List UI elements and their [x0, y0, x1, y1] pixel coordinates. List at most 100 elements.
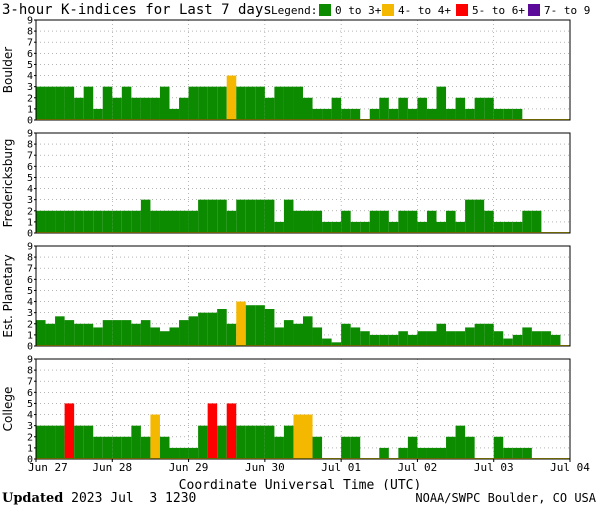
y-tick-label: 3 — [27, 82, 33, 93]
bar — [426, 210, 437, 233]
bar — [484, 323, 494, 346]
bar — [331, 97, 342, 120]
bar — [140, 199, 151, 233]
bar — [45, 86, 56, 120]
y-tick-label: 2 — [27, 319, 33, 330]
y-tick-label: 9 — [27, 242, 33, 253]
bar — [45, 425, 56, 459]
legend-swatch — [382, 4, 394, 16]
bar — [93, 327, 103, 346]
bar — [531, 210, 542, 233]
bar — [503, 108, 513, 120]
chart-title: 3-hour K-indices for Last 7 days — [2, 2, 272, 18]
legend-item-label: 7- to 9 — [544, 4, 590, 17]
bar — [159, 86, 170, 120]
y-tick-label: 9 — [27, 16, 33, 27]
legend-swatch — [456, 4, 468, 16]
y-tick-label: 9 — [27, 355, 33, 366]
bar — [407, 108, 418, 120]
bar — [388, 108, 399, 120]
bar — [140, 97, 151, 120]
bar — [55, 316, 65, 346]
bar — [369, 210, 380, 233]
bar — [140, 436, 151, 459]
y-tick-label: 1 — [27, 217, 33, 228]
bar — [550, 334, 561, 346]
y-tick-label: 2 — [27, 93, 33, 104]
x-axis-title: Coordinate Universal Time (UTC) — [179, 478, 422, 490]
bar — [388, 221, 399, 233]
bar — [274, 221, 284, 233]
bar — [245, 425, 256, 459]
bar — [360, 331, 370, 346]
x-tick-label: Jul 02 — [398, 461, 438, 474]
y-tick-label: 2 — [27, 206, 33, 217]
bar — [112, 97, 122, 120]
y-tick-label: 4 — [27, 297, 33, 308]
bar — [245, 305, 256, 346]
y-tick-label: 8 — [27, 253, 33, 264]
bar — [74, 97, 84, 120]
bar — [417, 331, 427, 346]
bar — [369, 108, 380, 120]
bar — [379, 97, 389, 120]
bar — [331, 221, 342, 233]
y-tick-label: 0 — [27, 116, 33, 127]
bar — [484, 97, 494, 120]
y-tick-label: 0 — [27, 455, 33, 466]
bar — [350, 327, 361, 346]
bar — [188, 86, 199, 120]
bar — [36, 425, 46, 459]
panel-label: Est. Planetary — [1, 254, 15, 337]
bar — [303, 316, 313, 346]
y-tick-label: 7 — [27, 38, 33, 49]
bar — [102, 320, 113, 346]
panel-label: Fredericksburg — [1, 139, 15, 228]
y-tick-label: 1 — [27, 443, 33, 454]
panels: 0123456789Boulder0123456789Fredericksbur… — [1, 16, 571, 466]
panel-label: College — [1, 387, 15, 432]
y-tick-label: 3 — [27, 195, 33, 206]
bar — [264, 97, 275, 120]
bar — [503, 447, 513, 459]
bar — [159, 436, 170, 459]
bar — [407, 334, 418, 346]
bar — [55, 86, 65, 120]
bar — [159, 331, 170, 346]
bar — [207, 403, 218, 459]
bar — [45, 323, 56, 346]
bar — [283, 199, 294, 233]
bar — [465, 436, 475, 459]
bar — [74, 323, 84, 346]
x-tick-label: Jul 01 — [321, 461, 361, 474]
x-tick-label: Jul 03 — [474, 461, 514, 474]
k-index-chart: 3-hour K-indices for Last 7 days Legend:… — [1, 2, 590, 490]
bar — [322, 338, 332, 346]
bar — [169, 447, 180, 459]
bar — [264, 309, 275, 346]
bar — [217, 86, 227, 120]
bar — [131, 97, 141, 120]
bar — [245, 199, 256, 233]
bar — [236, 199, 246, 233]
bar — [217, 425, 227, 459]
bar — [512, 334, 523, 346]
bar — [140, 320, 151, 346]
bar — [198, 425, 208, 459]
updated-value: 2023 Jul 3 1230 — [71, 491, 197, 506]
bar — [226, 75, 237, 120]
bar — [312, 210, 323, 233]
bar — [55, 425, 65, 459]
legend-item-label: 0 to 3+ — [335, 4, 382, 17]
bar — [188, 447, 199, 459]
y-tick-label: 4 — [27, 184, 33, 195]
bar — [436, 323, 447, 346]
legend-item-label: 4- to 4+ — [398, 4, 451, 17]
bar — [283, 86, 294, 120]
bar — [436, 86, 447, 120]
bar — [226, 210, 237, 233]
bar — [198, 199, 208, 233]
bar — [398, 210, 408, 233]
bar — [64, 210, 75, 233]
